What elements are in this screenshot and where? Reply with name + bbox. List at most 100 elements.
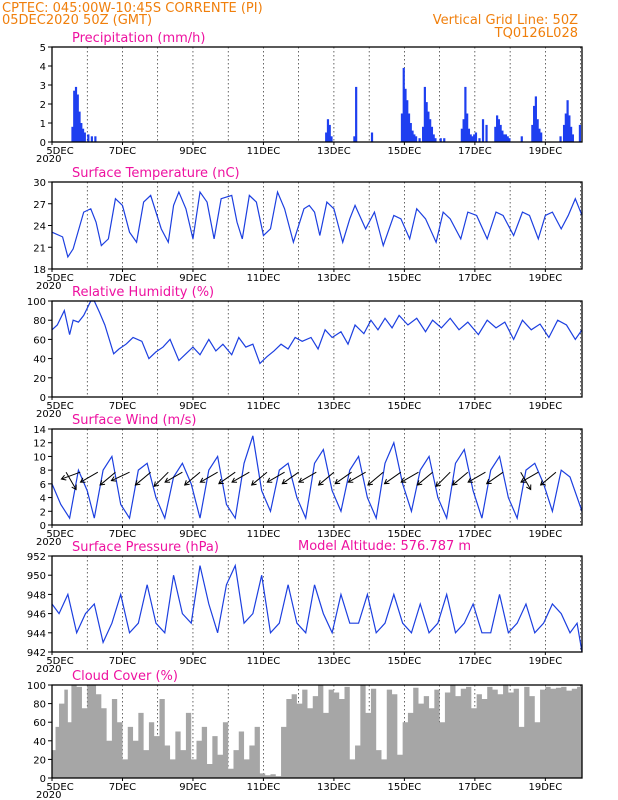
panel-title: Relative Humidity (%) [72, 285, 214, 300]
wind-arrow [218, 471, 236, 485]
wind-arrow-head [347, 477, 354, 483]
wind-arrow-head [298, 477, 304, 483]
precip-bar [409, 123, 412, 142]
temp-line [51, 189, 583, 259]
x-tick-label: 17DEC [458, 529, 492, 540]
y-tick-label: 12 [33, 439, 46, 450]
x-tick-label: 11DEC [247, 656, 281, 667]
precip-bar [76, 94, 79, 142]
panel-cloud: 0 20 40 60 80 100 Cloud Cover (%) 5DEC 7DEC 9DEC 1… [27, 669, 583, 800]
y-tick-label: 946 [27, 610, 46, 621]
x-year-label: 2020 [36, 409, 61, 420]
y-tick-label: 40 [33, 737, 46, 748]
precip-bar [571, 134, 574, 142]
precip-bar [423, 86, 426, 142]
precip-bar [443, 138, 446, 142]
precip-bar [78, 111, 81, 142]
x-tick-label: 7DEC [109, 273, 136, 284]
y-tick-label: 5 [40, 43, 46, 54]
y-tick-label: 942 [27, 648, 46, 659]
x-tick-label: 13DEC [317, 529, 351, 540]
precip-bar [562, 124, 566, 142]
x-tick-label: 13DEC [317, 146, 351, 157]
precip-bar [485, 124, 488, 142]
y-tick-label: 952 [27, 552, 46, 563]
x-tick-label: 17DEC [458, 273, 492, 284]
x-year-label: 2020 [36, 790, 61, 800]
y-tick-label: 60 [33, 718, 46, 729]
x-tick-label: 15DEC [388, 782, 422, 793]
x-tick-label: 5DEC [46, 146, 73, 157]
precip-bar [411, 130, 414, 142]
wind-arrow [486, 471, 504, 485]
wind-arrow [153, 471, 169, 487]
wind-arrow-head [250, 480, 257, 486]
precip-bar [478, 138, 481, 142]
precip-bar [460, 128, 463, 142]
wind-arrow [452, 471, 469, 486]
y-tick-label: 80 [33, 316, 46, 327]
precip-bar [462, 119, 465, 142]
wind-arrow [282, 471, 299, 485]
precip-bar [494, 126, 497, 142]
y-tick-label: 10 [33, 452, 46, 463]
wind-arrow [184, 471, 201, 486]
precip-bar [355, 86, 358, 142]
precip-bar [473, 134, 476, 142]
y-tick-label: 6 [40, 480, 46, 491]
x-tick-label: 15DEC [388, 401, 422, 412]
wind-arrow-head [164, 477, 171, 483]
y-tick-label: 2 [40, 100, 46, 111]
y-tick-label: 948 [27, 590, 46, 601]
x-tick-label: 11DEC [247, 782, 281, 793]
precip-bar [422, 126, 425, 142]
header-gridline: Vertical Grid Line: 50Z [433, 13, 578, 28]
wind-arrow [416, 471, 433, 486]
wind-arrow [348, 471, 366, 483]
precip-bar [432, 134, 435, 142]
wind-arrow [65, 471, 77, 490]
x-tick-label: 5DEC [46, 529, 73, 540]
wind-arrow-head [467, 477, 474, 483]
x-year-label: 2020 [36, 281, 61, 292]
x-tick-label: 7DEC [109, 146, 136, 157]
wind-arrow-head [99, 480, 106, 486]
wind-arrow-head [539, 480, 546, 486]
x-tick-label: 13DEC [317, 401, 351, 412]
y-tick-label: 8 [40, 466, 46, 477]
wind-arrow-head [451, 480, 458, 486]
wind-arrow-head [520, 477, 526, 483]
x-tick-label: 7DEC [109, 782, 136, 793]
y-tick-label: 14 [33, 425, 46, 436]
x-tick-label: 19DEC [528, 273, 562, 284]
x-year-label: 2020 [36, 664, 61, 675]
y-tick-label: 60 [33, 335, 46, 346]
y-tick-label: 20 [33, 755, 46, 766]
wind-arrow [520, 471, 539, 483]
pres-line [51, 563, 583, 653]
precip-bar [474, 132, 478, 142]
wind-arrow-head [317, 480, 324, 486]
x-tick-label: 15DEC [388, 656, 422, 667]
precip-bar [496, 115, 499, 142]
wind-arrow-head [71, 484, 77, 491]
y-tick-label: 27 [33, 200, 46, 211]
wind-arrow-head [134, 480, 141, 486]
y-tick-label: 18 [33, 265, 46, 276]
y-tick-label: 24 [33, 222, 46, 233]
wind-arrow-head [218, 478, 224, 485]
model-altitude: Model Altitude: 576.787 m [298, 539, 471, 554]
panel-rh: 0 20 40 60 80 100 Relative Humidity (%) 5DEC 7DE… [27, 285, 583, 420]
precip-bar [325, 132, 328, 142]
precip-bar [80, 123, 83, 142]
y-tick-label: 950 [27, 571, 46, 582]
x-tick-label: 11DEC [247, 401, 281, 412]
wind-arrow [334, 471, 352, 485]
precip-bar [520, 136, 523, 142]
x-tick-label: 11DEC [247, 146, 281, 157]
wind-arrow-head [183, 480, 190, 486]
wind-arrow-head [199, 477, 206, 483]
y-tick-label: 80 [33, 700, 46, 711]
